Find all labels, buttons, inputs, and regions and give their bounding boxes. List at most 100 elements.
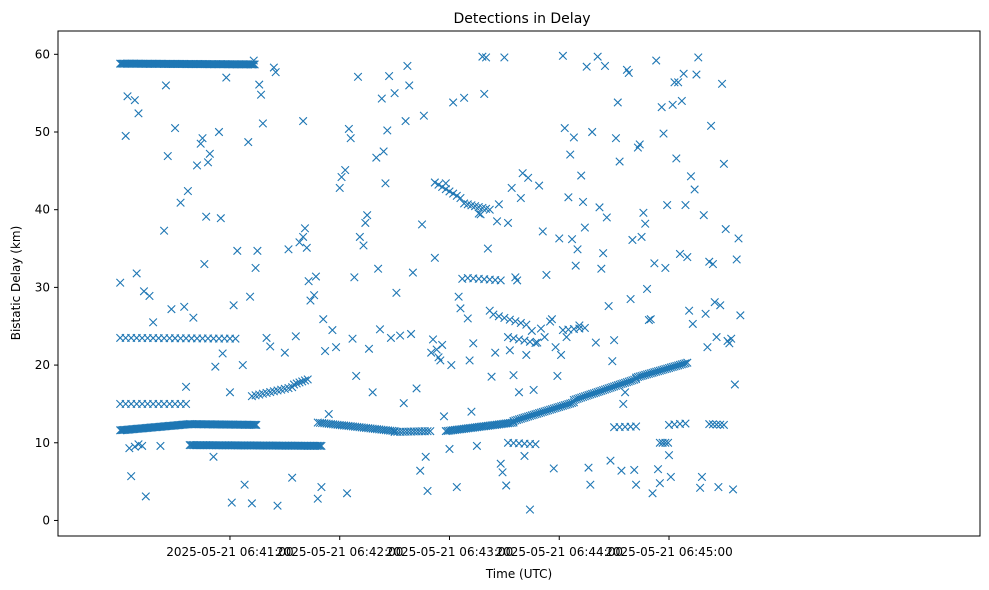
data-point-marker xyxy=(256,90,266,99)
data-point-marker xyxy=(628,235,637,245)
data-point-marker xyxy=(163,151,172,161)
data-point-marker xyxy=(388,426,397,436)
data-point-marker xyxy=(123,92,132,101)
data-point-marker xyxy=(527,326,536,336)
data-point-marker xyxy=(408,268,418,277)
data-point-marker xyxy=(134,109,143,118)
data-point-marker xyxy=(533,338,542,347)
data-point-marker xyxy=(198,134,207,143)
data-point-marker xyxy=(558,51,568,61)
data-point-marker xyxy=(663,438,673,447)
data-point-marker xyxy=(189,313,198,322)
data-point-marker xyxy=(218,349,227,358)
data-point-marker xyxy=(580,323,590,333)
data-point-marker xyxy=(447,360,456,370)
data-point-marker xyxy=(170,123,180,133)
data-point-marker xyxy=(324,409,333,419)
data-point-marker xyxy=(673,78,683,87)
data-point-marker xyxy=(608,357,617,366)
data-point-marker xyxy=(575,321,584,330)
data-point-marker xyxy=(551,343,560,352)
data-point-marker xyxy=(620,388,630,397)
data-point-marker xyxy=(209,452,218,461)
data-point-marker xyxy=(683,252,692,262)
data-point-marker xyxy=(183,186,193,196)
data-point-marker xyxy=(593,52,602,61)
data-point-marker xyxy=(617,466,626,475)
data-point-marker xyxy=(586,480,595,489)
data-point-marker xyxy=(246,60,256,69)
data-point-marker xyxy=(467,407,476,416)
data-point-marker xyxy=(681,200,690,210)
data-point-marker xyxy=(584,463,593,472)
data-point-marker xyxy=(250,420,260,430)
data-point-marker xyxy=(498,468,507,477)
data-point-marker xyxy=(320,346,330,356)
data-point-marker xyxy=(500,313,509,323)
data-point-marker xyxy=(582,62,591,71)
y-tick-label: 0 xyxy=(42,513,50,527)
data-point-marker xyxy=(736,311,745,320)
data-point-marker xyxy=(516,318,526,328)
data-point-marker xyxy=(688,319,697,329)
data-point-marker xyxy=(672,154,681,163)
data-point-marker xyxy=(483,244,493,253)
data-point-marker xyxy=(225,388,235,397)
data-point-marker xyxy=(423,427,432,436)
data-point-marker xyxy=(459,93,469,103)
data-point-marker xyxy=(359,241,368,250)
x-axis-label: Time (UTC) xyxy=(485,567,552,581)
data-point-marker xyxy=(716,420,725,429)
data-point-marker xyxy=(494,312,504,321)
data-point-marker xyxy=(284,245,293,254)
data-point-marker xyxy=(372,153,381,162)
data-point-marker xyxy=(648,489,657,498)
data-point-marker xyxy=(507,183,516,193)
data-point-marker xyxy=(487,372,496,381)
data-point-marker xyxy=(476,210,485,219)
data-point-marker xyxy=(248,420,257,430)
data-point-marker xyxy=(494,200,504,209)
data-point-marker xyxy=(295,238,304,247)
data-point-marker xyxy=(427,348,436,357)
data-point-marker xyxy=(313,494,322,503)
data-point-marker xyxy=(317,441,326,451)
data-point-marker xyxy=(452,191,461,201)
data-point-marker xyxy=(448,189,458,198)
data-point-marker xyxy=(538,227,547,236)
data-point-marker xyxy=(664,451,674,460)
data-point-marker xyxy=(650,259,659,268)
data-point-marker xyxy=(571,261,580,270)
y-tick-label: 60 xyxy=(35,47,50,61)
data-point-marker xyxy=(626,294,635,304)
data-point-marker xyxy=(405,81,414,90)
data-point-marker xyxy=(181,382,191,392)
data-point-marker xyxy=(699,210,708,220)
data-point-marker xyxy=(401,116,410,126)
data-point-marker xyxy=(368,388,377,397)
data-point-marker xyxy=(540,332,549,342)
data-point-marker xyxy=(383,126,392,135)
data-point-marker xyxy=(511,317,520,326)
data-point-marker xyxy=(580,223,590,232)
data-point-marker xyxy=(445,187,454,196)
x-tick-label: 2025-05-21 06:44:00 xyxy=(496,545,623,559)
data-point-marker xyxy=(624,68,633,78)
data-point-marker xyxy=(456,193,465,203)
data-point-marker xyxy=(523,173,533,183)
data-point-marker xyxy=(432,345,441,354)
data-point-marker xyxy=(181,399,191,409)
y-tick-label: 30 xyxy=(35,280,50,294)
data-point-marker xyxy=(505,346,515,355)
data-point-marker xyxy=(355,232,365,242)
data-point-marker xyxy=(562,332,571,342)
data-point-marker xyxy=(412,384,421,393)
data-point-marker xyxy=(399,398,408,408)
data-point-marker xyxy=(298,377,307,386)
data-point-marker xyxy=(373,264,383,273)
data-point-marker xyxy=(644,315,654,325)
data-point-marker xyxy=(465,356,474,365)
data-point-marker xyxy=(686,172,696,181)
data-point-marker xyxy=(604,301,613,311)
